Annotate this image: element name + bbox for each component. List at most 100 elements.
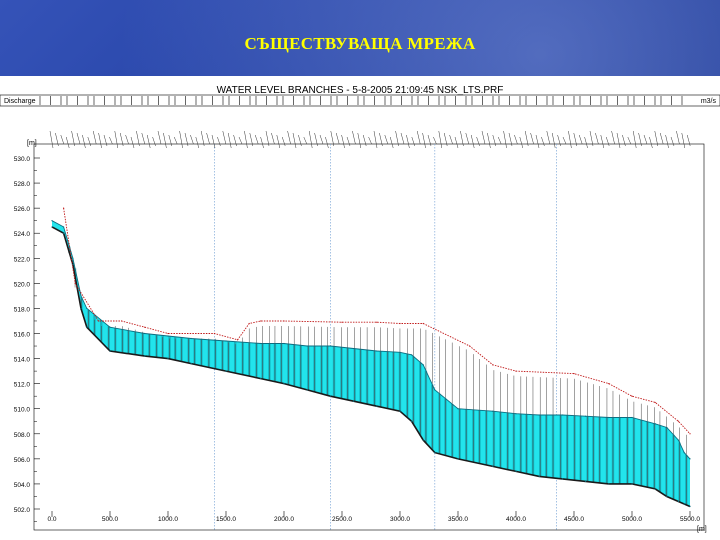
node-label-mark — [470, 134, 475, 149]
node-label-mark — [298, 134, 302, 147]
node-label-mark — [163, 132, 167, 149]
y-tick-label: 502.0 — [14, 507, 31, 514]
y-tick-label: 506.0 — [14, 457, 31, 464]
node-label-mark — [389, 136, 394, 149]
y-tick-label: 518.0 — [14, 306, 31, 313]
bank_level-point — [283, 320, 285, 322]
node-label-mark — [622, 134, 626, 147]
node-label-mark — [476, 136, 480, 147]
node-label-mark — [357, 132, 362, 149]
channel_bed-point — [631, 483, 633, 485]
node-label-mark — [87, 136, 92, 147]
channel_bed-point — [515, 470, 517, 472]
x-tick-label: 4500.0 — [564, 516, 584, 523]
node-label-mark — [449, 134, 453, 145]
water_level-point — [329, 345, 331, 347]
channel_bed-point — [167, 357, 169, 360]
node-label-mark — [152, 136, 156, 147]
node-label-mark — [141, 132, 146, 145]
node-label-mark — [281, 136, 286, 147]
node-label-mark — [659, 132, 664, 145]
node-label-mark — [497, 136, 502, 145]
water_level-point — [457, 408, 459, 410]
node-label-mark — [71, 130, 75, 147]
node-label-mark — [49, 130, 54, 149]
node-label-mark — [303, 136, 308, 145]
node-label-mark — [287, 130, 291, 145]
water_level-point — [225, 340, 227, 342]
node-label-mark — [190, 134, 194, 145]
channel_bed-point — [654, 488, 656, 490]
bank_level-point — [573, 373, 575, 375]
y-tick-label: 504.0 — [14, 482, 31, 489]
node-label-mark — [422, 132, 426, 149]
node-label-mark — [227, 132, 232, 149]
water_level-point — [353, 347, 355, 350]
channel_bed-point — [86, 326, 88, 328]
water_level-point — [144, 332, 146, 335]
bank_level-point — [422, 322, 424, 325]
node-label-mark — [146, 134, 151, 149]
bank_level-point — [213, 332, 215, 335]
x-tick-label: 2000.0 — [274, 516, 294, 523]
node-label-mark — [265, 130, 270, 147]
water_level-point — [631, 416, 633, 419]
node-label-mark — [541, 136, 545, 147]
bank_level-point — [248, 322, 250, 325]
node-label-mark — [654, 130, 659, 147]
node-label-mark — [427, 134, 432, 147]
node-label-mark — [173, 136, 178, 145]
channel_bed-point — [80, 307, 82, 310]
node-label-mark — [638, 132, 642, 147]
y-tick-label: 524.0 — [14, 231, 31, 238]
node-label-mark — [492, 134, 497, 147]
node-label-mark — [584, 136, 588, 149]
node-label-mark — [670, 136, 675, 147]
node-label-mark — [238, 136, 243, 145]
node-label-mark — [217, 136, 221, 147]
bank_level-point — [677, 420, 680, 422]
water_level-point — [689, 458, 691, 460]
bank_level-point — [689, 433, 691, 435]
water_level-point — [109, 326, 111, 328]
bank_level-point — [492, 364, 494, 366]
y-tick-label: 520.0 — [14, 281, 31, 288]
channel_bed-point — [434, 451, 436, 454]
channel_bed-point — [144, 355, 146, 357]
node-label-mark — [665, 134, 669, 149]
water_level-point — [51, 220, 53, 222]
water_level-point — [585, 415, 587, 417]
node-label-mark — [400, 132, 405, 145]
node-label-mark — [341, 134, 345, 149]
bank_level-point — [341, 321, 343, 323]
water_level-point — [80, 295, 82, 297]
node-label-mark — [519, 136, 524, 149]
node-label-mark — [195, 136, 200, 149]
y-axis-unit: [m] — [27, 140, 37, 147]
water_level-point — [306, 345, 308, 347]
water_level-point — [608, 416, 610, 419]
node-label-mark — [222, 130, 227, 145]
y-tick-label: 514.0 — [14, 357, 31, 364]
node-label-mark — [595, 132, 599, 145]
node-label-mark — [271, 132, 275, 145]
node-label-mark — [605, 136, 610, 147]
channel_bed-point — [683, 503, 685, 505]
node-label-mark — [568, 130, 572, 149]
node-label-mark — [254, 134, 259, 145]
channel_bed-point — [689, 505, 691, 508]
node-label-mark — [330, 130, 335, 147]
x-tick-label: 1000.0 — [158, 516, 178, 523]
water_level-point — [411, 354, 413, 356]
node-label-mark — [136, 130, 140, 147]
node-label-mark — [562, 136, 567, 145]
node-label-mark — [395, 130, 399, 147]
node-label-mark — [546, 130, 551, 145]
water-level-chart: 502.0 504.0 506.0 508.0 510.0 512.0 514.0 516.0… — [0, 94, 720, 531]
node-label-mark — [233, 134, 237, 147]
channel_bed-point — [561, 478, 564, 480]
bank_level-point — [97, 320, 99, 322]
bank_level-point — [121, 320, 123, 322]
discharge-strip — [0, 94, 720, 107]
water_level-point — [72, 257, 74, 259]
